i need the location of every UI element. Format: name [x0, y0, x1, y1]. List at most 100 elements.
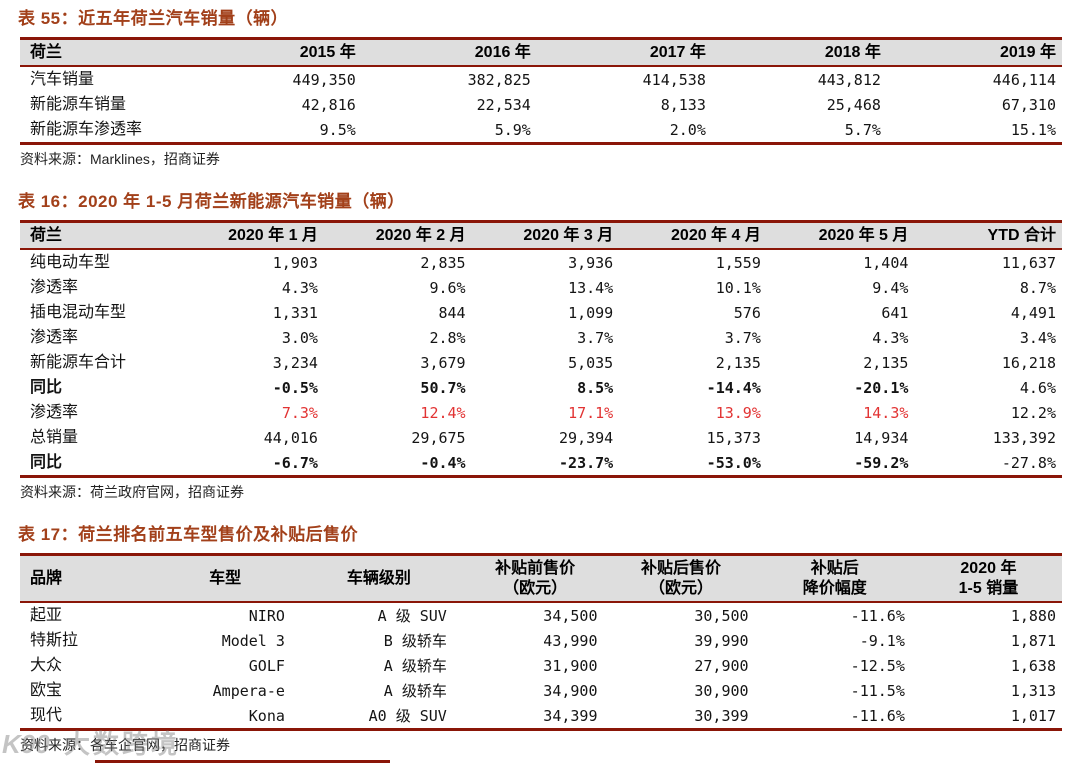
- value-cell: GOLF: [248, 656, 285, 675]
- value-cell: 3,936: [568, 253, 614, 272]
- value-cell: -27.8%: [1001, 453, 1056, 472]
- value-cell: 31,900: [543, 656, 598, 675]
- table-row: 现代 Kona A0 级 SUV 34,399 30,399 -11.6% 1,017: [20, 703, 1062, 730]
- table-row: 起亚 NIRO A 级 SUV 34,500 30,500 -11.6% 1,880: [20, 602, 1062, 628]
- table-row: 渗透率 3.0% 2.8% 3.7% 3.7% 4.3% 3.4%: [20, 325, 1062, 350]
- column-header: 2018 年: [711, 38, 887, 67]
- row-label: 新能源车销量: [30, 95, 127, 113]
- value-cell: 34,500: [543, 606, 598, 625]
- column-header: 品牌: [20, 554, 156, 603]
- table-row: 新能源车销量 42,816 22,534 8,133 25,468 67,310: [20, 92, 1062, 117]
- value-cell: 1,871: [1010, 631, 1056, 650]
- value-cell: 382,825: [467, 70, 531, 89]
- row-label: 大众: [30, 656, 63, 674]
- column-header: 2016 年: [361, 38, 537, 67]
- column-header: 2020 年 1-5 销量: [910, 554, 1062, 603]
- value-cell: 14.3%: [863, 403, 909, 422]
- value-cell: 2,135: [715, 353, 761, 372]
- row-label: 特斯拉: [30, 631, 79, 649]
- value-cell: 3,679: [420, 353, 466, 372]
- value-cell: 30,399: [694, 706, 749, 725]
- value-cell: 1,638: [1010, 656, 1056, 675]
- value-cell: -0.4%: [420, 453, 466, 472]
- value-cell: 15.1%: [1010, 120, 1056, 139]
- row-label: 渗透率: [30, 278, 79, 296]
- table-55-section: 表 55：近五年荷兰汽车销量（辆） 荷兰 2015 年 2016 年 2017 年 20…: [18, 8, 1062, 168]
- row-label: 汽车销量: [30, 70, 95, 88]
- value-cell: 13.9%: [715, 403, 761, 422]
- column-header: 2020 年 3 月: [471, 221, 620, 250]
- table-row: 同比 -6.7% -0.4% -23.7% -53.0% -59.2% -27.8%: [20, 450, 1062, 477]
- column-header: 2020 年 5 月: [766, 221, 915, 250]
- value-cell: A 级轿车: [383, 656, 447, 675]
- row-label: 渗透率: [30, 403, 79, 421]
- value-cell: -11.5%: [850, 681, 905, 700]
- table-17-title: 表 17：荷兰排名前五车型售价及补贴后售价: [18, 525, 359, 544]
- table-row: 欧宝 Ampera-e A 级轿车 34,900 30,900 -11.5% 1,313: [20, 678, 1062, 703]
- value-cell: Kona: [248, 706, 285, 725]
- row-label: 纯电动车型: [30, 253, 111, 271]
- value-cell: NIRO: [248, 606, 285, 625]
- table-17-section: 表 17：荷兰排名前五车型售价及补贴后售价 品牌 车型 车辆级别 补贴前售价 （欧元）…: [18, 524, 1062, 754]
- value-cell: B 级轿车: [383, 631, 447, 650]
- row-label: 新能源车渗透率: [30, 120, 143, 138]
- table-row: 渗透率 7.3% 12.4% 17.1% 13.9% 14.3% 12.2%: [20, 400, 1062, 425]
- value-cell: 3.7%: [577, 328, 614, 347]
- table-row: 纯电动车型 1,903 2,835 3,936 1,559 1,404 11,637: [20, 249, 1062, 275]
- row-label: 欧宝: [30, 681, 63, 699]
- value-cell: 39,990: [694, 631, 749, 650]
- table-row: 渗透率 4.3% 9.6% 13.4% 10.1% 9.4% 8.7%: [20, 275, 1062, 300]
- value-cell: 641: [881, 303, 909, 322]
- value-cell: 4,491: [1010, 303, 1056, 322]
- value-cell: 133,392: [992, 428, 1056, 447]
- table-row: 总销量 44,016 29,675 29,394 15,373 14,934 133,392: [20, 425, 1062, 450]
- value-cell: 4.6%: [1019, 378, 1056, 397]
- value-cell: 1,404: [863, 253, 909, 272]
- column-header: YTD 合计: [914, 221, 1062, 250]
- value-cell: 34,399: [543, 706, 598, 725]
- row-label: 插电混动车型: [30, 303, 127, 321]
- table-55-title: 表 55：近五年荷兰汽车销量（辆）: [18, 9, 289, 28]
- value-cell: 8,133: [660, 95, 706, 114]
- value-cell: Ampera-e: [212, 681, 285, 700]
- column-header: 荷兰: [20, 38, 187, 67]
- value-cell: 16,218: [1001, 353, 1056, 372]
- value-cell: 42,816: [301, 95, 356, 114]
- value-cell: 12.4%: [420, 403, 466, 422]
- value-cell: 29,394: [559, 428, 614, 447]
- value-cell: 27,900: [694, 656, 749, 675]
- value-cell: 9.4%: [872, 278, 909, 297]
- column-header: 2019 年: [886, 38, 1062, 67]
- value-cell: -11.6%: [850, 706, 905, 725]
- value-cell: -20.1%: [854, 378, 909, 397]
- table-row: 插电混动车型 1,331 844 1,099 576 641 4,491: [20, 300, 1062, 325]
- value-cell: -14.4%: [706, 378, 761, 397]
- column-header: 2020 年 2 月: [323, 221, 472, 250]
- value-cell: 3.7%: [724, 328, 761, 347]
- column-header: 2020 年 4 月: [619, 221, 767, 250]
- row-label: 现代: [30, 706, 63, 724]
- column-header: 补贴后 降价幅度: [754, 554, 911, 603]
- value-cell: 25,468: [826, 95, 881, 114]
- column-header: 补贴前售价 （欧元）: [462, 554, 604, 603]
- value-cell: A0 级 SUV: [368, 706, 447, 725]
- value-cell: 12.2%: [1010, 403, 1056, 422]
- row-label: 新能源车合计: [30, 353, 127, 371]
- value-cell: 1,331: [272, 303, 318, 322]
- column-header: 车型: [155, 554, 291, 603]
- column-header: 2015 年: [186, 38, 362, 67]
- value-cell: 15,373: [706, 428, 761, 447]
- column-header: 2020 年 1 月: [176, 221, 324, 250]
- value-cell: 414,538: [642, 70, 706, 89]
- value-cell: 7.3%: [281, 403, 318, 422]
- value-cell: 3.4%: [1019, 328, 1056, 347]
- row-label: 同比: [30, 378, 63, 396]
- column-header: 2017 年: [536, 38, 712, 67]
- value-cell: 29,675: [411, 428, 466, 447]
- value-cell: 2.8%: [429, 328, 466, 347]
- table-row: 大众 GOLF A 级轿车 31,900 27,900 -12.5% 1,638: [20, 653, 1062, 678]
- row-label: 总销量: [30, 428, 79, 446]
- value-cell: 50.7%: [420, 378, 466, 397]
- value-cell: 11,637: [1001, 253, 1056, 272]
- value-cell: 446,114: [992, 70, 1056, 89]
